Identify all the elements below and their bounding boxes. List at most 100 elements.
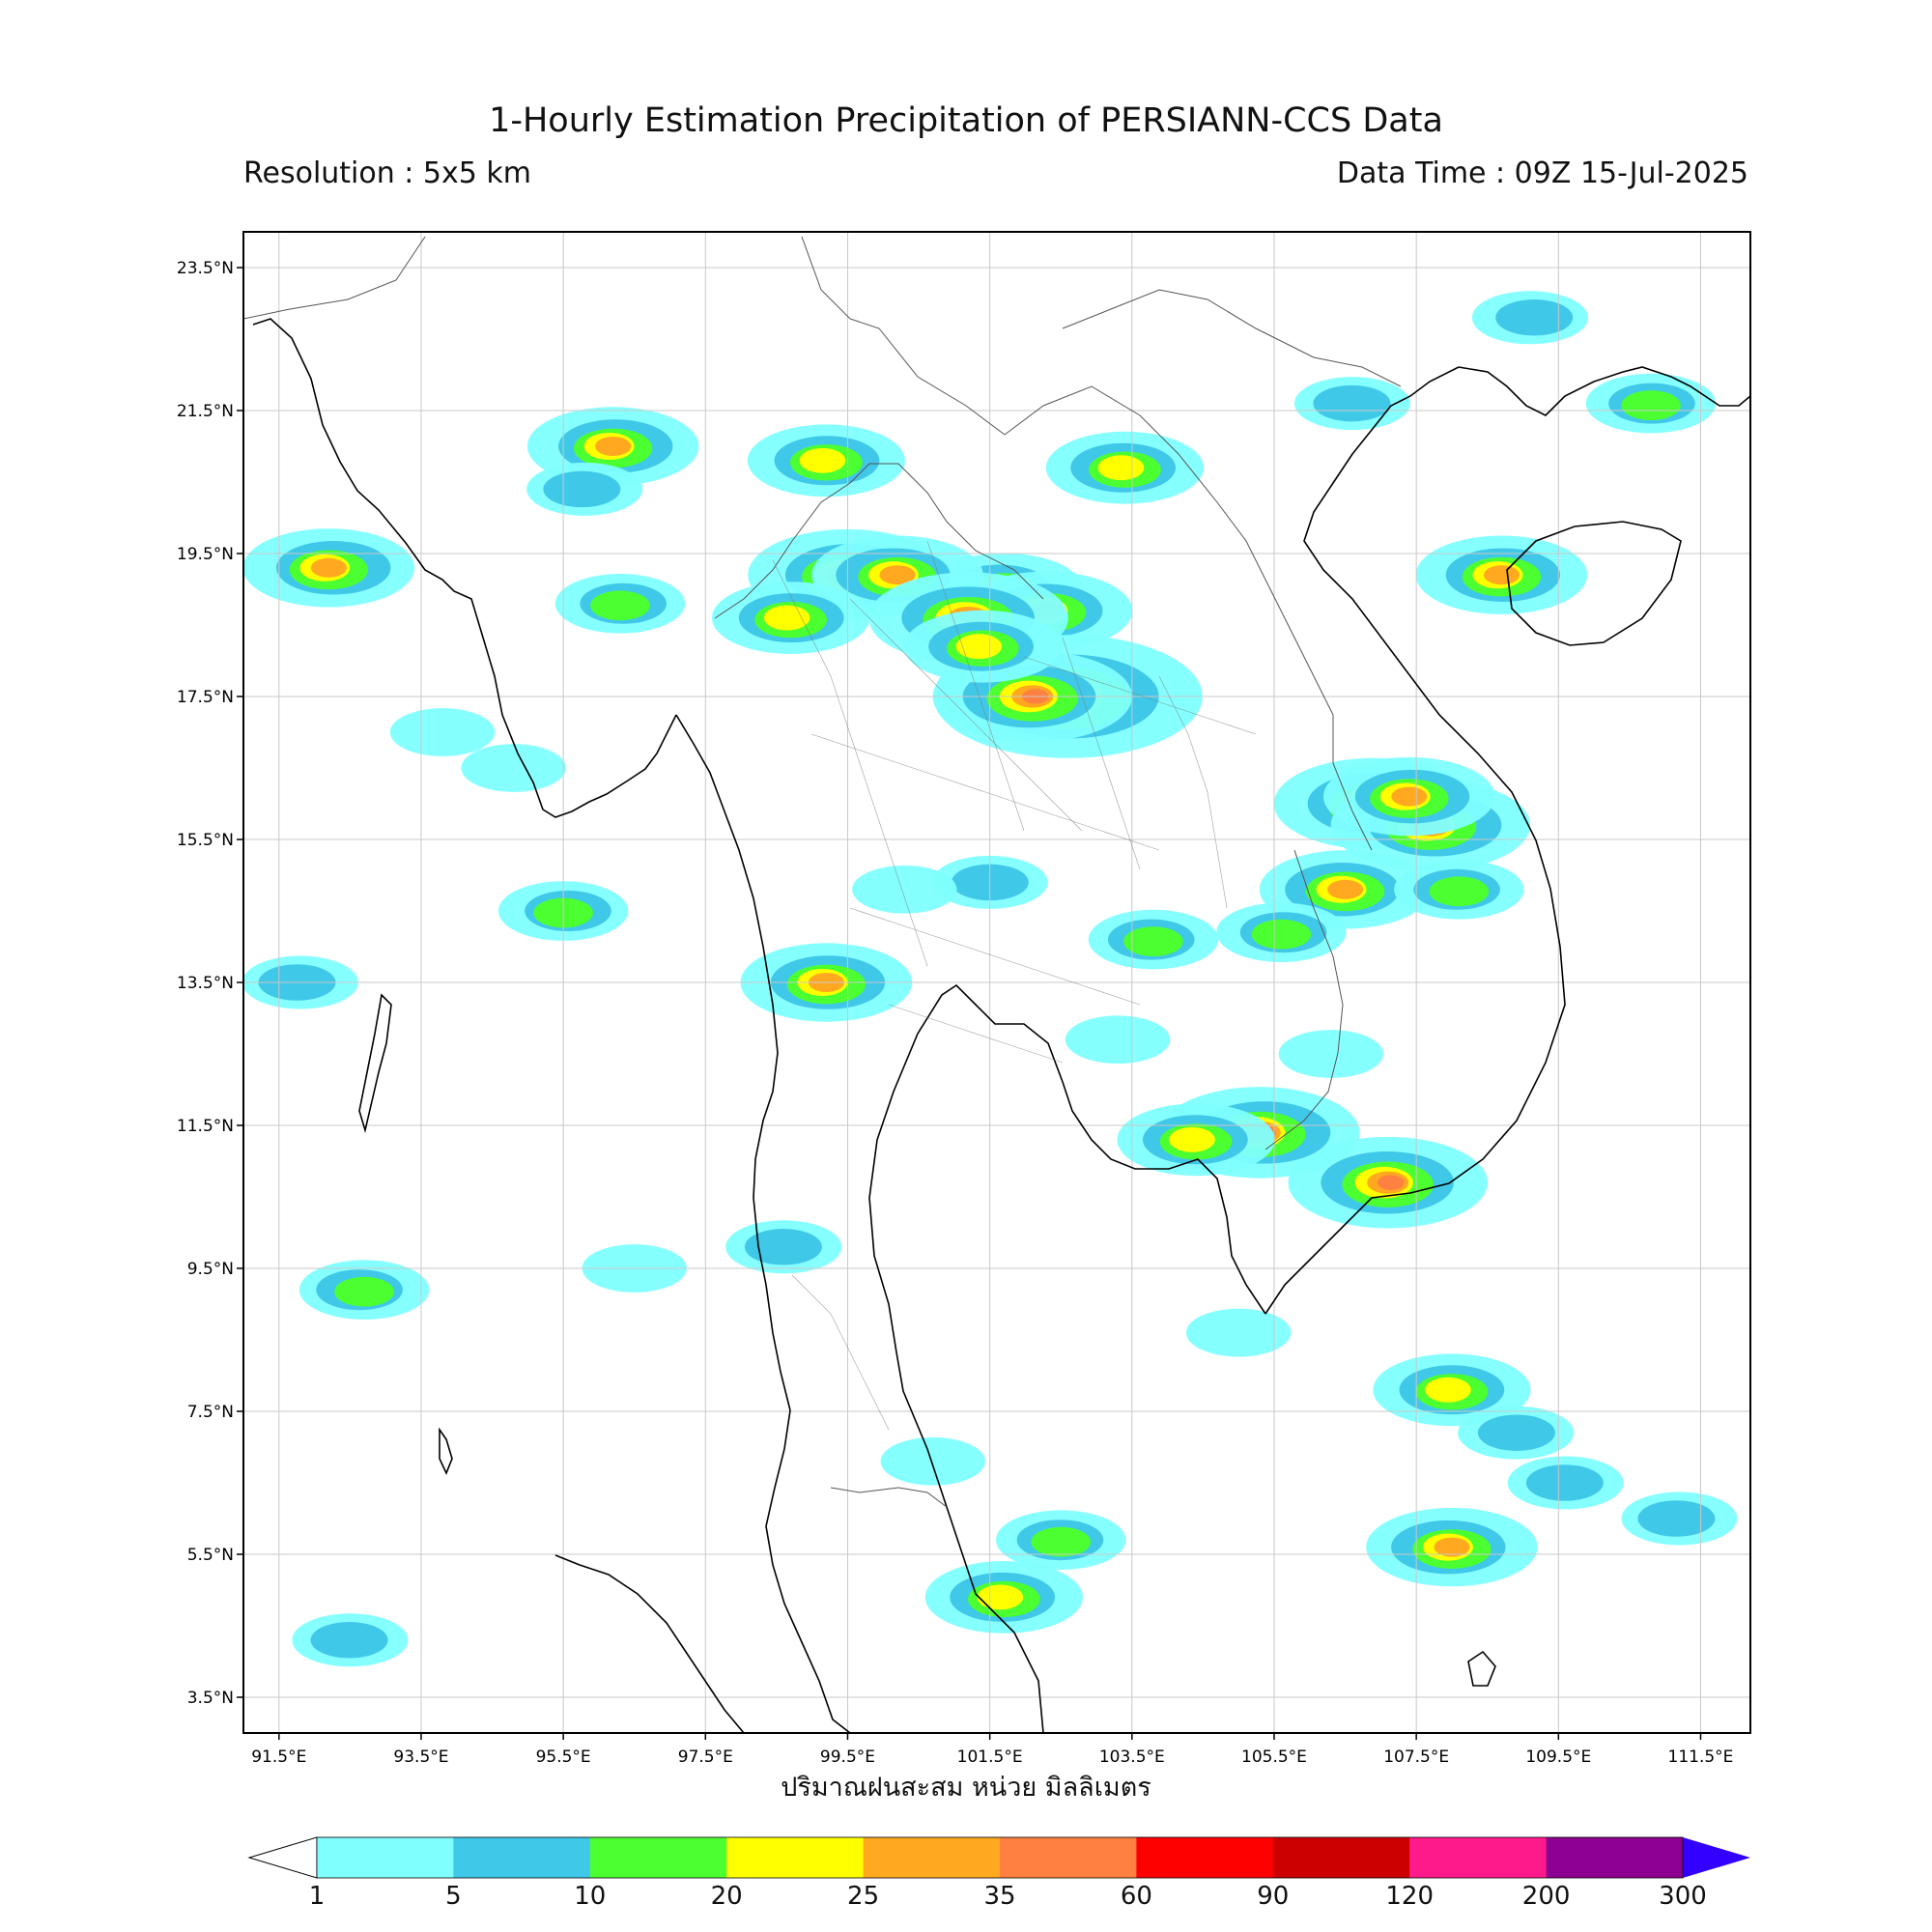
- cambodia-vietnam-border: [1264, 849, 1344, 1151]
- colorbar-segment: [1546, 1837, 1684, 1878]
- laos-vietnam-border: [1004, 385, 1373, 851]
- rain-core: [1391, 786, 1428, 807]
- colorbar-tick-label: 60: [1120, 1882, 1152, 1911]
- lon-tick-label: 99.5°E: [820, 1747, 875, 1767]
- colorbar-tick-label: 300: [1659, 1882, 1707, 1911]
- china-coastline: [1458, 366, 1750, 416]
- lat-tick-label: 17.5°N: [177, 688, 234, 707]
- colorbar-segment: [1136, 1837, 1274, 1878]
- lon-tick-label: 107.5°E: [1383, 1747, 1449, 1767]
- colorbar-segment: [863, 1837, 1001, 1878]
- hainan-island: [1506, 521, 1682, 646]
- lon-tick-label: 101.5°E: [957, 1747, 1023, 1767]
- colorbar-tick-label: 120: [1385, 1882, 1435, 1911]
- lat-tick-label: 15.5°N: [177, 831, 234, 850]
- rain-core: [799, 447, 846, 473]
- gulf-of-thailand-coastline: [868, 983, 1266, 1733]
- map-title: 1-Hourly Estimation Precipitation of PER…: [489, 101, 1443, 140]
- rain-core: [763, 605, 810, 631]
- colorbar-tick-label: 20: [710, 1882, 743, 1911]
- rain-core: [310, 557, 347, 578]
- myanmar-china-border: [801, 236, 1006, 436]
- lon-tick-label: 97.5°E: [678, 1747, 733, 1767]
- rain-core: [955, 634, 1003, 660]
- coastlines: [252, 318, 1750, 1733]
- lat-tick-label: 13.5°N: [177, 974, 234, 993]
- rain-halo: [461, 744, 566, 792]
- malaysia-thai-border: [830, 1487, 948, 1508]
- colorbar-outline: [316, 1836, 1684, 1879]
- lat-tick-label: 3.5°N: [187, 1689, 234, 1708]
- lat-tick-label: 5.5°N: [187, 1546, 234, 1565]
- country-borders: [243, 236, 1402, 1508]
- rain-band: [1525, 1464, 1604, 1501]
- colorbar: [247, 1836, 1750, 1879]
- nicobar-island: [439, 1427, 453, 1476]
- rain-halo: [389, 708, 496, 756]
- colorbar-tick-label: 5: [445, 1882, 462, 1911]
- colorbar-tick-label: 25: [847, 1882, 880, 1911]
- rain-band: [1495, 299, 1574, 336]
- colorbar-segment: [317, 1837, 454, 1878]
- lon-tick-label: 103.5°E: [1099, 1747, 1165, 1767]
- lat-tick-label: 9.5°N: [187, 1260, 234, 1279]
- rain-core: [1327, 879, 1364, 899]
- andaman-coastline: [765, 1409, 851, 1733]
- colorbar-tick-label: 10: [574, 1882, 607, 1911]
- lat-tick-label: 21.5°N: [177, 402, 234, 421]
- tenasserim-coastline: [675, 714, 791, 1411]
- rain-core: [977, 1584, 1024, 1610]
- rain-core: [334, 1276, 394, 1307]
- rain-halo: [1185, 1308, 1292, 1357]
- laos-china-border: [1062, 289, 1402, 387]
- colorbar-under-arrow: [247, 1836, 318, 1879]
- lon-tick-label: 105.5°E: [1241, 1747, 1307, 1767]
- sumatra-coastline: [554, 1554, 745, 1733]
- rain-core: [1425, 1377, 1471, 1403]
- longitude-ticks: 91.5°E 93.5°E 95.5°E 97.5°E 99.5°E 101.5°E 103…: [251, 1733, 1733, 1767]
- lon-tick-label: 109.5°E: [1525, 1747, 1591, 1767]
- rain-peak: [1377, 1175, 1405, 1190]
- rain-halo: [1278, 1030, 1384, 1078]
- rain-band: [543, 470, 621, 508]
- colorbar-tick-label: 200: [1521, 1882, 1571, 1911]
- colorbar-segment: [453, 1837, 591, 1878]
- rain-band: [1477, 1414, 1555, 1451]
- data-time-label: Data Time : 09Z 15-Jul-2025: [1336, 156, 1748, 190]
- rain-core: [590, 590, 650, 621]
- lon-tick-label: 91.5°E: [251, 1747, 306, 1767]
- colorbar-segment: [1409, 1837, 1548, 1878]
- rain-core: [1429, 876, 1490, 907]
- colorbar-segment: [726, 1837, 865, 1878]
- colorbar-tick-label: 1: [308, 1882, 326, 1911]
- rain-halo: [1065, 1015, 1171, 1065]
- province-boundaries: [772, 540, 1257, 1431]
- rain-core: [1434, 1537, 1470, 1557]
- rain-core: [1031, 1526, 1092, 1557]
- natuna-island: [1467, 1650, 1496, 1687]
- colorbar-tick-label: 90: [1257, 1882, 1290, 1911]
- myanmar-coastline: [252, 318, 677, 818]
- rain-halo: [880, 1436, 986, 1486]
- rain-band: [1313, 384, 1391, 422]
- rain-band: [744, 1229, 822, 1265]
- lon-tick-label: 95.5°E: [536, 1747, 591, 1767]
- myanmar-india-border: [243, 236, 426, 320]
- lon-tick-label: 111.5°E: [1668, 1747, 1734, 1767]
- lat-tick-label: 7.5°N: [187, 1403, 234, 1422]
- rain-halo: [852, 865, 957, 914]
- rain-layer: [243, 291, 1738, 1667]
- rain-core: [1123, 926, 1183, 956]
- rain-band: [310, 1622, 388, 1659]
- rain-band: [1637, 1500, 1716, 1537]
- lon-tick-label: 93.5°E: [393, 1747, 448, 1767]
- rain-core: [879, 565, 916, 585]
- lat-tick-label: 19.5°N: [177, 545, 234, 564]
- lat-tick-label: 11.5°N: [177, 1117, 234, 1136]
- graticule: [243, 232, 1750, 1733]
- rain-core: [1621, 390, 1681, 420]
- lat-tick-label: 23.5°N: [177, 259, 234, 278]
- colorbar-segment: [589, 1837, 727, 1878]
- colorbar-segment: [1000, 1837, 1137, 1878]
